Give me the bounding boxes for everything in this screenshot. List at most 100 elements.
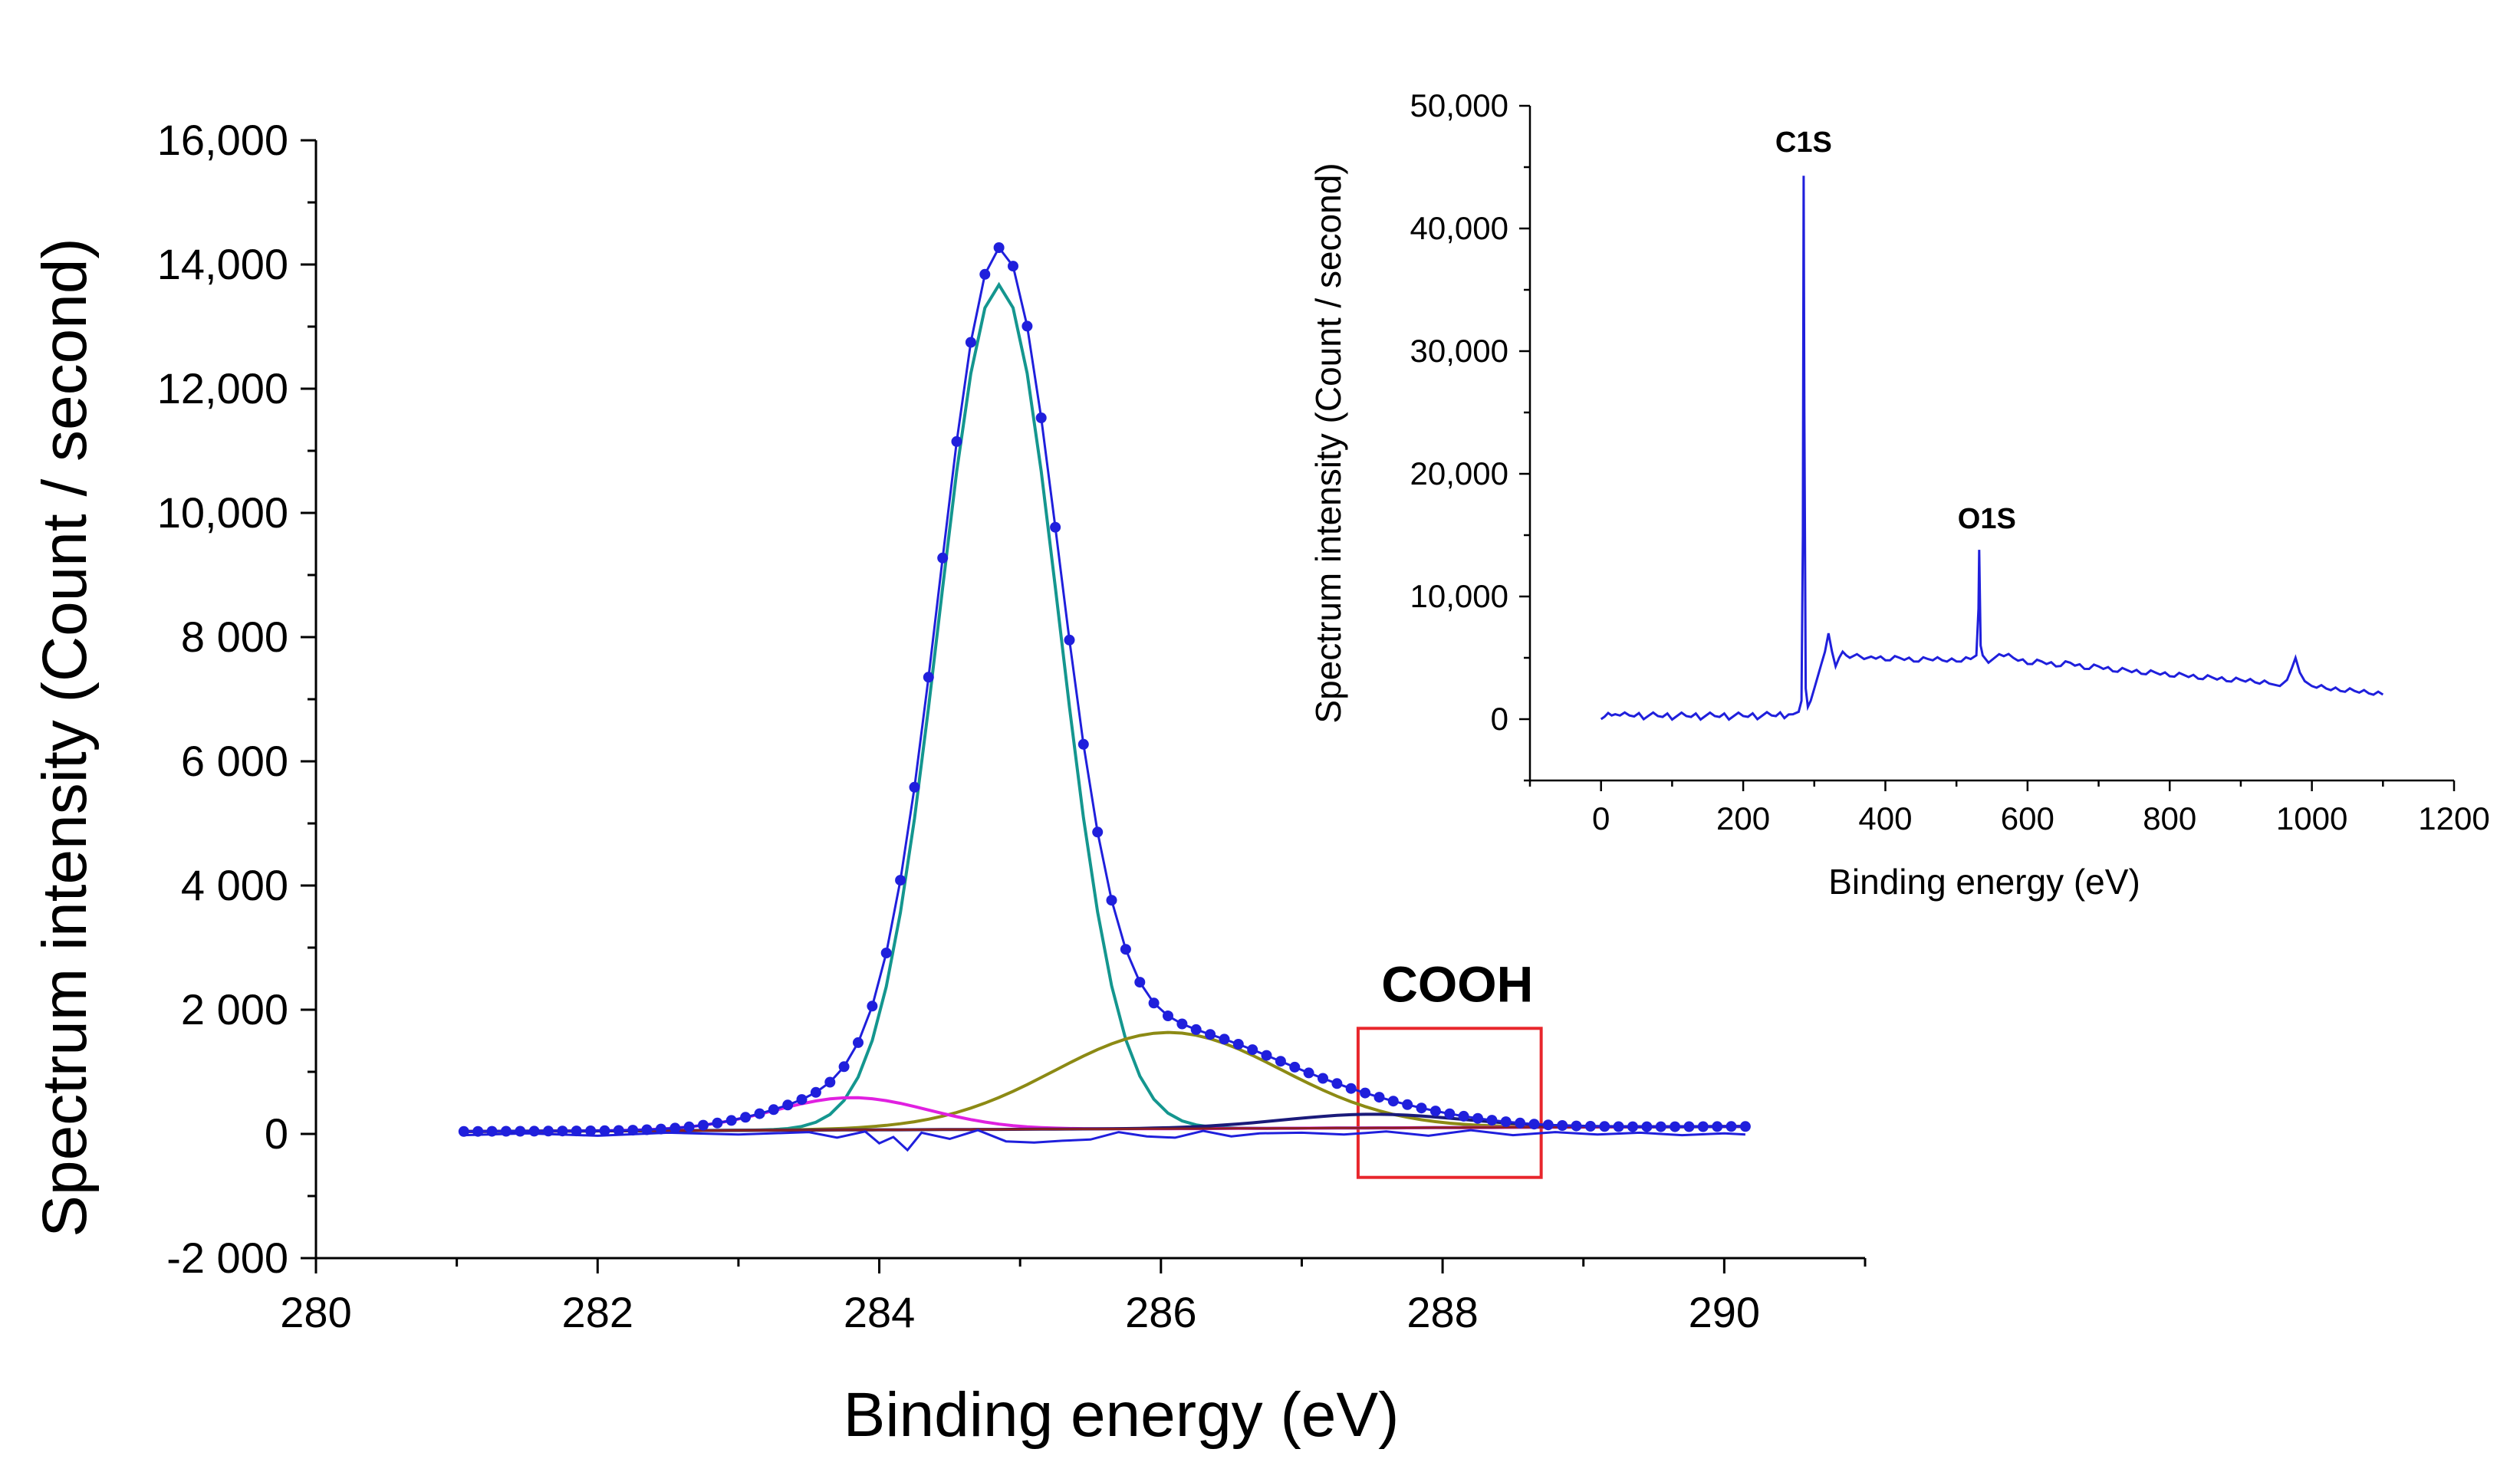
main-data-point [1683, 1121, 1695, 1132]
main-data-point [500, 1125, 512, 1137]
main-y-tick-label: 0 [265, 1109, 288, 1158]
main-y-tick-label: 10,000 [157, 488, 288, 537]
inset-y-tick-label: 40,000 [1410, 210, 1508, 246]
main-data-point [796, 1094, 808, 1106]
main-data-point [909, 781, 920, 793]
main-data-point [1402, 1099, 1413, 1110]
main-data-point [1134, 977, 1146, 988]
main-data-point [1190, 1024, 1202, 1035]
main-data-point [1613, 1121, 1624, 1132]
main-data-point [1500, 1116, 1512, 1128]
main-y-tick-label: -2 000 [166, 1234, 288, 1282]
main-data-point [1219, 1033, 1230, 1045]
main-data-point [867, 1001, 878, 1012]
main-data-point [1542, 1119, 1554, 1131]
main-envelope-line [463, 245, 1745, 1133]
main-y-axis-label: Spectrum intensity (Count / second) [30, 238, 100, 1237]
main-data-point [458, 1125, 469, 1137]
main-data-point [1064, 634, 1075, 646]
main-data-point [1021, 320, 1033, 332]
cooh-highlight-box [1356, 1027, 1543, 1179]
main-data-point [1077, 738, 1089, 750]
main-data-point [768, 1104, 779, 1116]
main-data-point [1655, 1121, 1666, 1132]
main-data-point [1444, 1108, 1456, 1119]
o1s-peak-label: O1S [1958, 503, 2016, 535]
main-data-point [1345, 1083, 1357, 1094]
main-data-point [1092, 826, 1104, 838]
main-data-point [712, 1117, 723, 1129]
inset-y-tick-label: 20,000 [1410, 455, 1508, 491]
main-data-point [951, 435, 962, 447]
main-data-point [895, 875, 906, 886]
main-y-tick-label: 2 000 [181, 985, 288, 1033]
main-x-tick-label: 290 [1689, 1288, 1760, 1336]
inset-axes: 0 200 400 600 800 1000 1200 0 10,000 20,000 30,000… [1410, 87, 2490, 836]
inset-survey-line [1600, 176, 2384, 721]
inset-y-tick-label: 10,000 [1410, 578, 1508, 614]
main-data-point [1670, 1121, 1681, 1132]
inset-x-tick-label: 800 [2143, 800, 2196, 836]
main-data-point [1557, 1120, 1568, 1131]
main-data-point [1416, 1102, 1427, 1114]
main-data-point [1008, 261, 1018, 272]
main-data-point [1303, 1067, 1314, 1079]
main-data-point [824, 1076, 836, 1088]
main-y-tick-label: 14,000 [157, 240, 288, 288]
inset-y-tick-label: 0 [1491, 701, 1508, 737]
main-data-point [1373, 1092, 1385, 1103]
main-data-point [613, 1125, 624, 1136]
main-data-point [1148, 997, 1160, 1009]
inset-y-axis-label: Spectrum intensity (Count / second) [1308, 163, 1348, 723]
main-data-point [782, 1099, 794, 1111]
main-data-point [740, 1112, 752, 1123]
inset-x-axis-label: Binding energy (eV) [1828, 862, 2140, 902]
inset-x-tick-label: 600 [2001, 800, 2054, 836]
main-data-point [1697, 1121, 1709, 1132]
main-data-point [1205, 1029, 1216, 1040]
main-data-point [754, 1108, 765, 1119]
main-data-point [1360, 1087, 1371, 1099]
main-data-point [1571, 1120, 1582, 1132]
main-data-point [838, 1061, 850, 1073]
main-data-point [585, 1125, 597, 1136]
main-data-point [1627, 1121, 1638, 1132]
main-y-tick-label: 4 000 [181, 861, 288, 909]
main-series-group [458, 242, 1751, 1152]
main-data-point [965, 337, 976, 348]
main-data-point [1726, 1121, 1737, 1132]
main-data-point [1599, 1121, 1610, 1132]
main-data-point [1331, 1078, 1343, 1089]
inset-series-group [1600, 176, 2384, 721]
main-data-point [923, 672, 934, 683]
main-data-point [880, 948, 892, 958]
inset-x-tick-label: 200 [1716, 800, 1770, 836]
main-data-point [725, 1115, 737, 1126]
main-data-point [627, 1125, 639, 1136]
main-y-tick-label: 12,000 [157, 364, 288, 412]
main-data-point [810, 1086, 821, 1098]
main-data-point [599, 1125, 610, 1136]
main-axes: 280 282 284 286 288 290 -2 000 0 2 000 4 000 6 000… [157, 116, 1867, 1336]
main-data-point [1712, 1121, 1723, 1132]
main-x-tick-label: 284 [844, 1288, 915, 1336]
main-data-point [472, 1125, 484, 1137]
main-chart: 280 282 284 286 288 290 -2 000 0 2 000 4 000 6 000… [30, 116, 1867, 1450]
main-x-tick-label: 282 [562, 1288, 633, 1336]
main-data-point [1247, 1044, 1258, 1056]
main-data-point [1163, 1010, 1173, 1021]
main-x-tick-label: 286 [1125, 1288, 1196, 1336]
main-data-point [528, 1125, 540, 1137]
main-data-point [1275, 1056, 1286, 1067]
main-data-point [853, 1037, 864, 1048]
main-data-point [979, 268, 991, 280]
main-data-point [1261, 1050, 1272, 1061]
main-y-tick-label: 8 000 [181, 613, 288, 661]
inset-x-tick-label: 1000 [2276, 800, 2347, 836]
main-x-tick-label: 280 [280, 1288, 351, 1336]
c1s-peak-label: C1S [1775, 127, 1832, 159]
main-data-point [543, 1125, 554, 1137]
main-data-point [1515, 1117, 1526, 1129]
cooh-annotation: COOH [1381, 955, 1533, 1012]
